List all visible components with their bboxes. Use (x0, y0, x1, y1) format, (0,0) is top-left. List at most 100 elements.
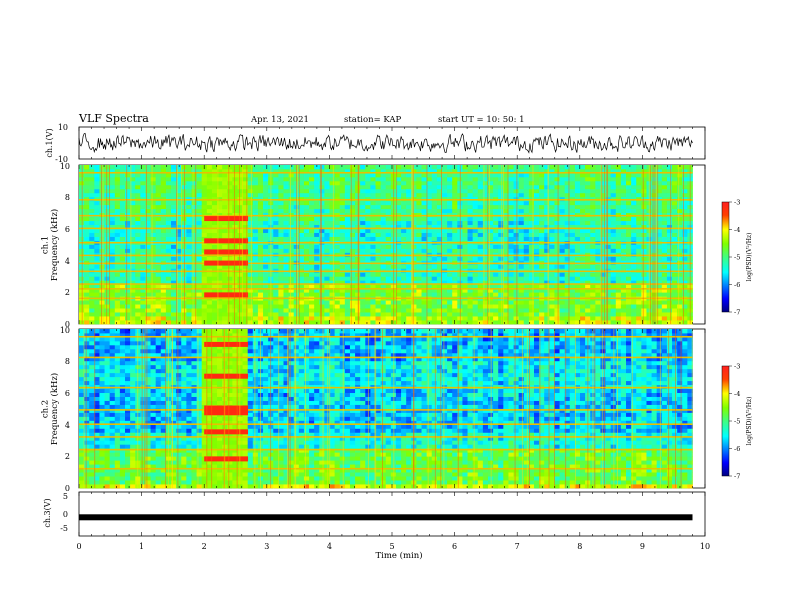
spectrogram-cell (401, 256, 407, 261)
spectrogram-cell (554, 192, 560, 198)
spectrogram-cell (380, 264, 387, 269)
spectrogram-cell (206, 256, 213, 261)
spectrogram-cell (186, 216, 192, 222)
spectrogram-cell (339, 320, 346, 325)
spectrogram-cell (278, 264, 284, 269)
spectrogram-cell (518, 216, 525, 222)
spectrogram-cell (672, 180, 678, 186)
spectrogram-cell (544, 188, 550, 194)
spectrogram-cell (242, 192, 249, 198)
spectrogram-cell (672, 280, 678, 285)
spectrogram-cell (176, 180, 182, 186)
spectrogram-cell (160, 188, 167, 194)
spectrogram-cell (283, 172, 289, 178)
spectrogram-cell (119, 172, 126, 178)
spectrogram-cell (140, 192, 146, 198)
spectrogram-line-band (79, 214, 693, 217)
spectrogram-cell (574, 208, 581, 214)
spectrogram-cell (559, 228, 566, 233)
sferic-streak (547, 165, 549, 324)
spectrogram-cell (636, 288, 642, 293)
spectrogram-cell (309, 172, 315, 178)
spectrogram-cell (273, 172, 279, 178)
spectrogram-cell (222, 176, 228, 182)
spectrogram-cell (145, 256, 151, 261)
spectrogram-cell (94, 184, 100, 190)
spectrogram-cell (349, 300, 356, 305)
spectrogram-cell (324, 208, 330, 214)
spectrogram-cell (94, 248, 100, 253)
spectrogram-cell (574, 220, 581, 226)
spectrogram-cell (595, 312, 601, 317)
spectrogram-cell (109, 272, 116, 277)
spectrogram-cell (278, 272, 284, 277)
spectrogram-cell (447, 304, 453, 309)
spectrogram-cell (462, 264, 468, 269)
spectrogram-cell (666, 228, 673, 233)
spectrogram-cell (160, 176, 167, 182)
spectrogram-cell (145, 176, 151, 182)
spectrogram-cell (431, 300, 438, 305)
spectrogram-cell (666, 200, 673, 206)
spectrogram-cell (257, 312, 264, 317)
spectrogram-cell (482, 232, 489, 237)
spectrogram-cell (549, 200, 555, 206)
spectrogram-cell (196, 308, 203, 313)
spectrogram-cell (605, 224, 612, 230)
ch1-waveform-trace (78, 132, 693, 154)
spectrogram-cell (615, 280, 622, 285)
spectrogram-cell (130, 208, 136, 214)
spectrogram-cell (421, 292, 428, 297)
spectrogram-cell (600, 224, 606, 230)
spectrogram-cell (263, 308, 269, 313)
spectrogram-cell (206, 276, 213, 281)
spectrogram-cell (641, 228, 647, 233)
spectrogram-cell (487, 280, 494, 285)
spectrogram-cell (554, 165, 560, 170)
spectrogram-cell (672, 204, 678, 210)
spectrogram-cell (472, 264, 479, 269)
spectrogram-cell (656, 264, 663, 269)
spectrogram-cell (191, 320, 197, 325)
spectrogram-cell (309, 304, 315, 309)
spectrogram-cell (385, 188, 392, 194)
spectrogram-cell (114, 224, 121, 230)
spectrogram-cell (441, 204, 448, 210)
spectrogram-cell (191, 304, 197, 309)
spectrogram-cell (513, 204, 520, 210)
spectrogram-cell (482, 304, 489, 309)
spectrogram-cell (125, 224, 131, 230)
spectrogram-cell (99, 304, 105, 309)
spectrogram-cell (651, 188, 658, 194)
spectrogram-cell (380, 168, 387, 174)
spectrogram-cell (165, 165, 172, 170)
spectrogram-cell (130, 320, 136, 325)
spectrogram-cell (651, 316, 658, 321)
spectrogram-cell (227, 272, 233, 277)
spectrogram-cell (94, 224, 100, 230)
spectrogram-cell (206, 200, 213, 206)
spectrogram-cell (482, 184, 489, 190)
spectrogram-cell (436, 192, 443, 198)
spectrogram-cell (222, 316, 228, 321)
spectrogram-cell (130, 284, 136, 289)
spectrogram-cell (462, 200, 468, 206)
spectrogram-cell (666, 232, 673, 237)
spectrogram-cell (155, 248, 162, 253)
spectrogram-cell (544, 216, 550, 222)
spectrogram-cell (482, 308, 489, 313)
spectrogram-cell (677, 244, 683, 249)
spectrogram-cell (206, 204, 213, 210)
spectrogram-cell (237, 200, 243, 206)
spectrogram-cell (247, 204, 254, 210)
spectrogram-cell (615, 292, 622, 297)
spectrogram-cell (109, 244, 116, 249)
spectrogram-cell (436, 264, 443, 269)
spectrogram-cell (620, 320, 627, 325)
spectrogram-cell (232, 244, 238, 249)
spectrogram-cell (631, 232, 637, 237)
spectrogram-cell (595, 204, 601, 210)
spectrogram-cell (467, 272, 474, 277)
spectrogram-cell (631, 248, 637, 253)
spectrogram-cell (493, 172, 499, 178)
